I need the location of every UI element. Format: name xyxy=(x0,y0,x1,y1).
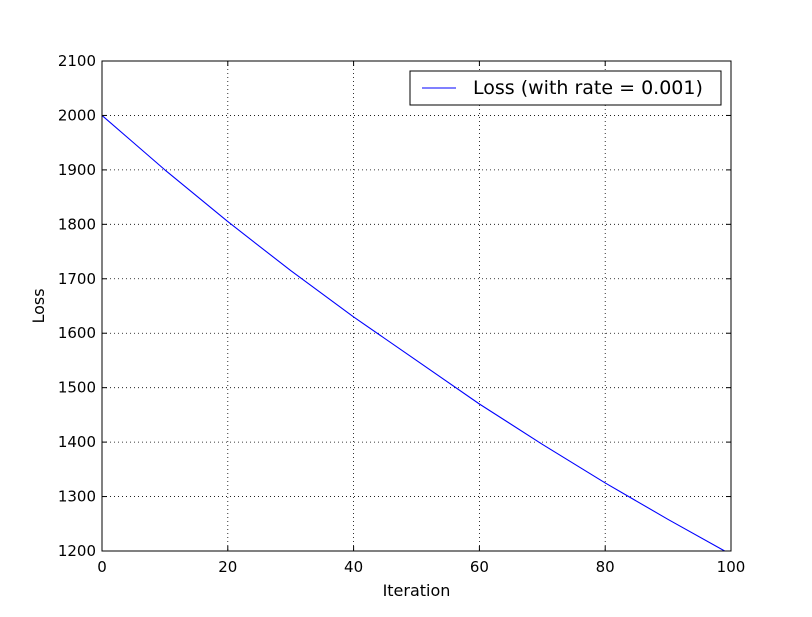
y-tick-label: 2000 xyxy=(58,106,96,124)
y-tick-label: 1500 xyxy=(58,379,96,397)
x-tick-label: 0 xyxy=(97,558,107,576)
x-tick-label: 20 xyxy=(218,558,237,576)
y-tick-label: 2100 xyxy=(58,52,96,70)
axis-ticks: 0 20 40 60 80 100 1200 1300 1400 1500 1600 1700 1800… xyxy=(58,52,746,576)
y-axis-label: Loss xyxy=(29,288,48,323)
y-tick-label: 1300 xyxy=(58,488,96,506)
x-tick-label: 40 xyxy=(344,558,363,576)
legend-entry-label: Loss (with rate = 0.001) xyxy=(473,77,703,99)
x-axis-label: Iteration xyxy=(383,581,451,600)
series-lines xyxy=(101,115,725,552)
legend-box xyxy=(409,70,722,106)
y-tick-label: 1200 xyxy=(58,542,96,560)
y-tick-label: 1800 xyxy=(58,215,96,233)
grid-lines xyxy=(102,61,731,551)
x-tick-label: 100 xyxy=(717,558,746,576)
y-tick-label: 1900 xyxy=(58,161,96,179)
y-tick-label: 1600 xyxy=(58,324,96,342)
x-tick-label: 60 xyxy=(470,558,489,576)
series-line xyxy=(101,115,725,552)
plot-area-frame xyxy=(101,60,732,552)
y-tick-label: 1400 xyxy=(58,433,96,451)
y-tick-label: 1700 xyxy=(58,270,96,288)
legend: Loss (with rate = 0.001) xyxy=(409,70,722,106)
x-tick-label: 80 xyxy=(596,558,615,576)
